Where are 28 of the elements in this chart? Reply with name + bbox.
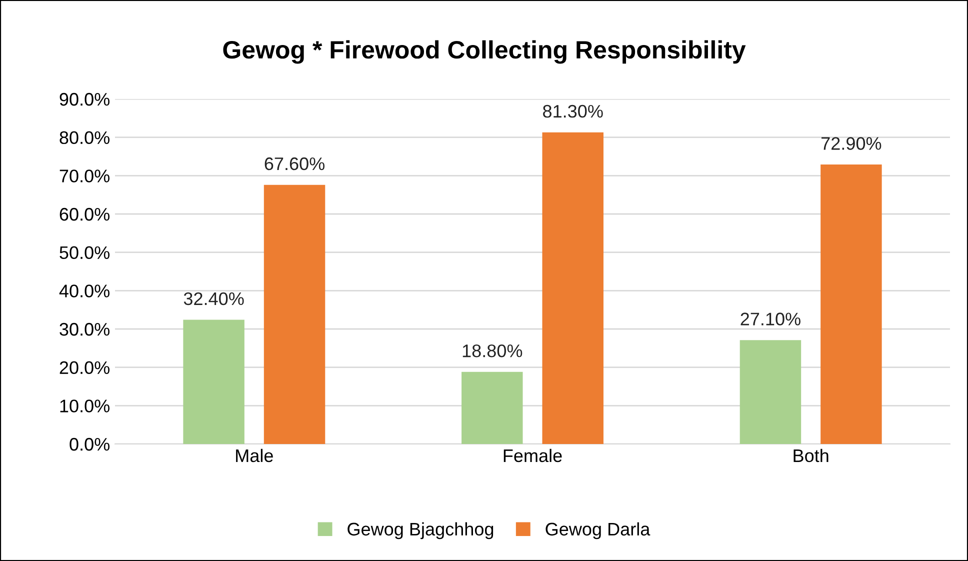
legend-label: Gewog Darla bbox=[546, 522, 650, 540]
data-label: 27.10% bbox=[740, 312, 800, 326]
bar bbox=[820, 164, 882, 444]
y-tick-label: 10.0% bbox=[60, 400, 110, 412]
x-tick-label: Female bbox=[504, 448, 562, 462]
data-label: 72.90% bbox=[822, 137, 882, 150]
bar bbox=[183, 320, 244, 444]
data-label: 81.30% bbox=[543, 104, 603, 118]
data-label: 32.40% bbox=[184, 292, 244, 306]
y-tick-label: 70.0% bbox=[60, 170, 110, 182]
legend-label: Gewog Bjagchhog bbox=[348, 522, 494, 540]
bar bbox=[462, 372, 523, 444]
bar bbox=[542, 132, 604, 444]
bar bbox=[264, 184, 326, 444]
y-tick-label: 20.0% bbox=[60, 361, 110, 374]
y-tick-label: 30.0% bbox=[60, 322, 110, 336]
y-tick-label: 50.0% bbox=[60, 246, 110, 260]
y-tick-label: 40.0% bbox=[59, 284, 110, 298]
y-tick-label: 90.0% bbox=[60, 92, 110, 106]
data-label: 18.80% bbox=[462, 344, 522, 358]
y-tick-label: 0.0% bbox=[70, 438, 110, 451]
bar bbox=[740, 340, 802, 444]
y-tick-label: 80.0% bbox=[60, 131, 110, 144]
chart-title: Gewog * Firewood Collecting Responsibility bbox=[223, 40, 746, 64]
data-label: 67.60% bbox=[264, 157, 325, 170]
y-tick-label: 60.0% bbox=[60, 208, 110, 221]
x-tick-label: Male bbox=[236, 448, 273, 462]
x-tick-label: Both bbox=[794, 448, 828, 462]
